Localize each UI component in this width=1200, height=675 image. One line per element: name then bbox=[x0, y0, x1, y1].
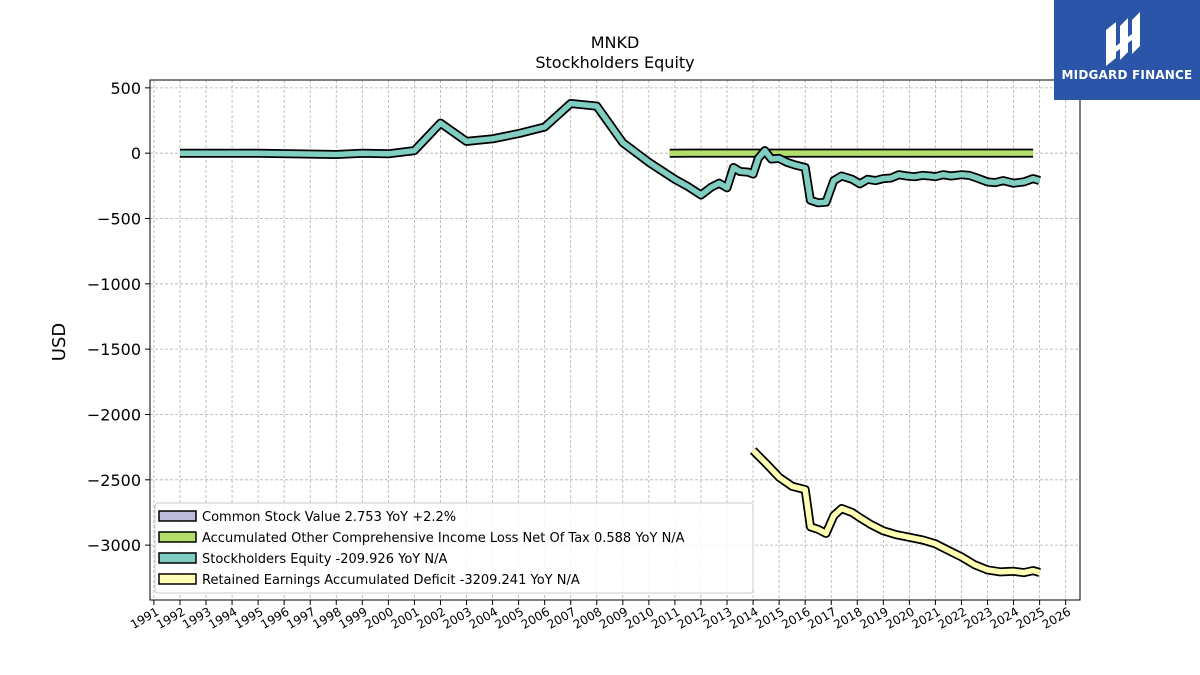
legend-swatch-1 bbox=[159, 532, 196, 542]
chart-subtitle: Stockholders Equity bbox=[535, 53, 694, 72]
y-axis-ticks: 500 0 −500 −1000 −1500 −2000 −2500 −3000 bbox=[87, 79, 150, 555]
x-tick-label: 2026 bbox=[1040, 604, 1073, 631]
y-axis-label: USD bbox=[49, 323, 70, 361]
legend-label-1: Accumulated Other Comprehensive Income L… bbox=[202, 531, 685, 546]
legend-label-0: Common Stock Value 2.753 YoY +2.2% bbox=[202, 510, 456, 525]
legend-label-2: Stockholders Equity -209.926 YoY N/A bbox=[202, 552, 447, 567]
y-tick-label: −500 bbox=[97, 209, 141, 228]
legend: Common Stock Value 2.753 YoY +2.2% Accumu… bbox=[155, 503, 753, 593]
series-line-outline-3 bbox=[753, 450, 1040, 572]
y-tick-label: 500 bbox=[110, 79, 141, 98]
legend-swatch-2 bbox=[159, 553, 196, 563]
brand-name: MIDGARD FINANCE bbox=[1054, 68, 1200, 82]
chart: 500 0 −500 −1000 −1500 −2000 −2500 −3000 199119… bbox=[0, 0, 1200, 675]
series-line-3 bbox=[753, 450, 1040, 572]
legend-swatch-3 bbox=[159, 574, 196, 584]
midgard-monogram-icon bbox=[1102, 8, 1152, 68]
y-tick-label: −1500 bbox=[87, 340, 141, 359]
legend-swatch-0 bbox=[159, 511, 196, 521]
y-tick-label: −2500 bbox=[87, 471, 141, 490]
chart-title: MNKD bbox=[591, 33, 640, 52]
legend-label-3: Retained Earnings Accumulated Deficit -3… bbox=[202, 573, 580, 588]
brand-logo: MIDGARD FINANCE bbox=[1054, 0, 1200, 100]
y-tick-label: −2000 bbox=[87, 405, 141, 424]
x-axis-ticks: 1991199219931994199519961997199819992000… bbox=[128, 600, 1073, 632]
plot-series bbox=[180, 104, 1040, 573]
y-tick-label: 0 bbox=[131, 144, 141, 163]
y-tick-label: −1000 bbox=[87, 275, 141, 294]
y-tick-label: −3000 bbox=[87, 536, 141, 555]
